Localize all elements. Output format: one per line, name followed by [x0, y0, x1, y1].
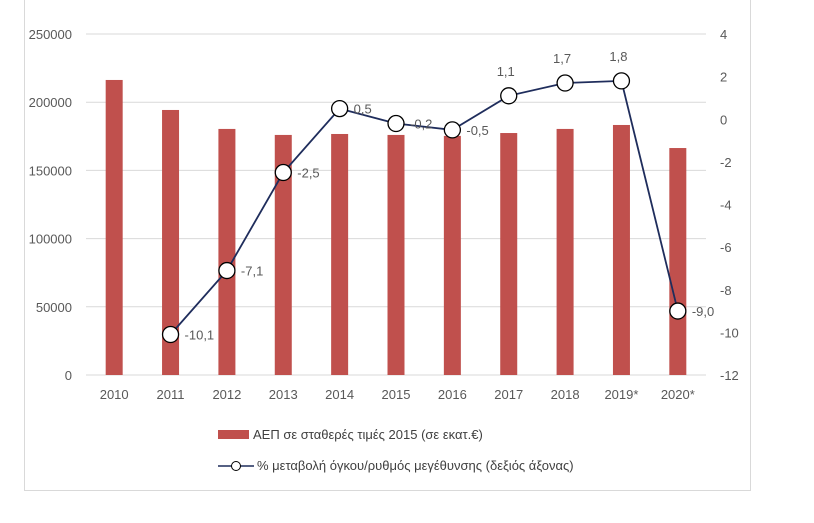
- right-axis-tick: 4: [720, 27, 727, 42]
- left-axis-tick: 200000: [29, 95, 72, 110]
- right-axis-tick: -10: [720, 325, 739, 340]
- data-label: -0,5: [466, 123, 488, 138]
- x-axis-tick: 2014: [325, 387, 354, 402]
- line-marker: [443, 121, 462, 139]
- data-label: -2,5: [297, 166, 319, 181]
- data-label: 1,7: [553, 51, 571, 66]
- bar: [669, 148, 687, 375]
- data-label: -7,1: [241, 264, 263, 279]
- x-axis-tick: 2010: [100, 387, 129, 402]
- data-label: -10,1: [185, 328, 215, 343]
- line-marker: [330, 99, 349, 118]
- line-marker: [161, 325, 180, 344]
- x-axis-tick: 2020*: [661, 387, 695, 402]
- x-axis-tick: 2013: [269, 387, 298, 402]
- line-marker: [556, 74, 574, 92]
- right-axis-tick: -6: [720, 240, 732, 255]
- right-axis-tick: 2: [720, 70, 727, 85]
- line-marker: [500, 87, 518, 105]
- left-axis-tick: 0: [65, 368, 72, 383]
- legend-bar-swatch: [218, 430, 249, 439]
- x-axis-tick: 2018: [551, 387, 580, 402]
- bar: [162, 109, 180, 376]
- bar: [105, 79, 123, 375]
- x-axis-tick: 2011: [157, 387, 185, 402]
- left-axis-tick: 100000: [29, 232, 72, 247]
- legend-line-marker-icon: [218, 460, 254, 471]
- bar: [274, 134, 292, 375]
- right-axis-tick: -4: [720, 198, 732, 213]
- bar: [500, 133, 518, 375]
- right-axis-tick: -8: [720, 283, 732, 298]
- left-axis-tick: 250000: [29, 27, 72, 42]
- data-label: 1,8: [609, 49, 627, 64]
- chart-frame: [24, 0, 751, 491]
- right-axis-tick: -12: [720, 368, 739, 383]
- legend-bar-label: ΑΕΠ σε σταθερές τιμές 2015 (σε εκατ.€): [253, 427, 483, 442]
- data-label: 1,1: [497, 64, 515, 79]
- legend-line-label: % μεταβολή όγκου/ρυθμός μεγέθυνσης (δεξι…: [257, 458, 574, 473]
- line-marker: [612, 72, 631, 90]
- x-axis-tick: 2019*: [604, 387, 638, 402]
- line-marker: [274, 163, 292, 182]
- line-marker: [669, 302, 687, 320]
- bar: [612, 124, 630, 376]
- data-label: -0,2: [410, 117, 432, 132]
- bar: [387, 134, 405, 375]
- data-label: 0,5: [354, 102, 372, 117]
- right-axis-tick: 0: [720, 112, 727, 127]
- left-axis-tick: 150000: [29, 163, 72, 178]
- series-line: [169, 79, 679, 336]
- legend-item-bar: ΑΕΠ σε σταθερές τιμές 2015 (σε εκατ.€): [218, 427, 483, 442]
- x-axis-tick: 2016: [438, 387, 467, 402]
- bar: [218, 128, 236, 375]
- line-marker: [387, 114, 405, 133]
- right-axis-tick: -2: [720, 155, 732, 170]
- x-axis-tick: 2017: [494, 387, 523, 402]
- left-axis-tick: 50000: [36, 300, 72, 315]
- bar: [556, 128, 574, 375]
- legend-item-line: % μεταβολή όγκου/ρυθμός μεγέθυνσης (δεξι…: [218, 458, 574, 473]
- bar: [331, 133, 349, 375]
- x-axis-tick: 2015: [382, 387, 411, 402]
- line-marker: [218, 261, 236, 280]
- x-axis-tick: 2012: [212, 387, 241, 402]
- combo-chart: 0 50000 100000 150000 200000 250000 -12 -10 -8 -6…: [29, 27, 739, 402]
- bar: [443, 135, 461, 375]
- data-label: -9,0: [692, 304, 714, 319]
